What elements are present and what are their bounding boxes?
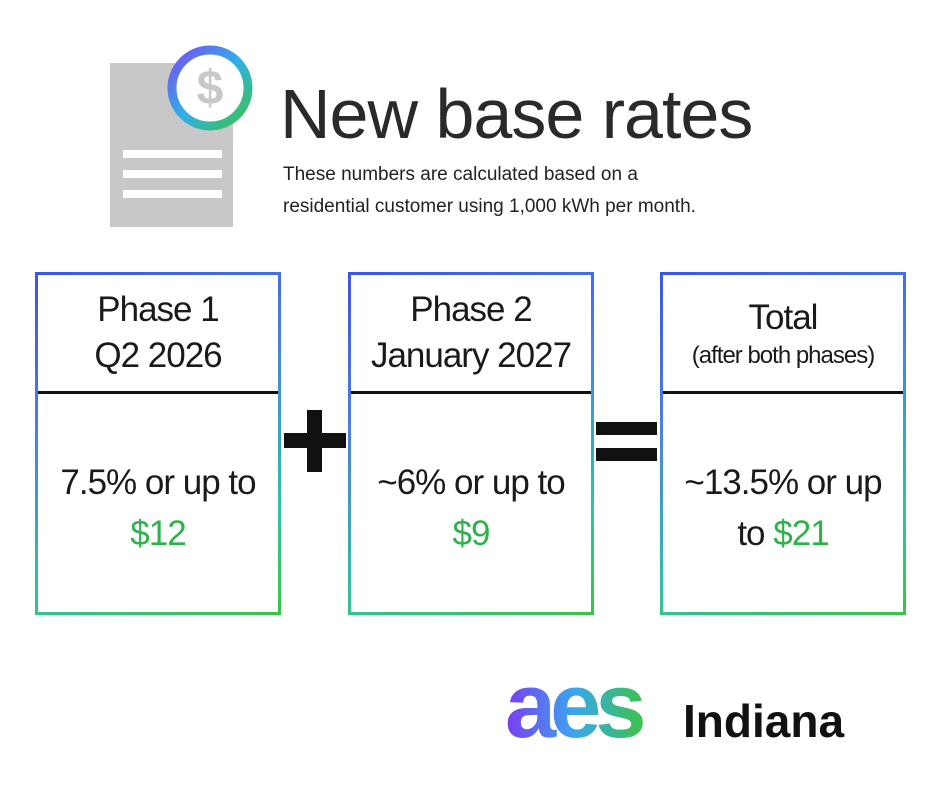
body-text: 7.5% or up to: [60, 463, 256, 502]
body-text: ~13.5% or up to: [684, 463, 882, 553]
heading-line: Phase 2: [410, 290, 532, 329]
doc-line: [123, 190, 222, 198]
card: Phase 1 Q2 2026 7.5% or up to $12: [35, 272, 281, 615]
plus-sign: [307, 410, 322, 472]
card-body: 7.5% or up to $12: [48, 457, 268, 559]
equals-sign: [596, 422, 657, 435]
bill-icon: $: [110, 45, 253, 227]
equals-sign: [596, 448, 657, 461]
heading-line: Total: [748, 298, 819, 337]
heading-line: January 2027: [370, 336, 572, 375]
doc-line: [123, 150, 222, 158]
subtitle: residential customer using 1,000 kWh per…: [283, 196, 696, 217]
dollar-symbol: $: [197, 62, 224, 115]
title: New base rates: [280, 75, 753, 153]
card-body: ~13.5% or up to $21: [673, 457, 893, 559]
subtitle: These numbers are calculated based on a: [283, 164, 638, 185]
amount: $9: [452, 514, 491, 553]
card-heading: Phase 2 January 2027: [351, 275, 591, 394]
card: Phase 2 January 2027 ~6% or up to $9: [348, 272, 594, 615]
card-heading: Total (after both phases): [663, 275, 903, 394]
card-body: ~6% or up to $9: [361, 457, 581, 559]
heading-line: (after both phases): [691, 342, 875, 369]
logo: aes Indiana: [505, 665, 844, 755]
amount: $12: [130, 514, 186, 553]
doc-line: [123, 170, 222, 178]
body-text: ~6% or up to: [377, 463, 565, 502]
heading-line: Phase 1: [97, 290, 219, 329]
card-heading: Phase 1 Q2 2026: [38, 275, 278, 394]
logo-region: Indiana: [683, 695, 844, 747]
card: Total (after both phases) ~13.5% or up t…: [660, 272, 906, 615]
logo-mark: aes: [505, 665, 643, 755]
heading-line: Q2 2026: [94, 336, 222, 375]
dollar-badge: [167, 45, 253, 131]
amount: $21: [773, 514, 829, 553]
